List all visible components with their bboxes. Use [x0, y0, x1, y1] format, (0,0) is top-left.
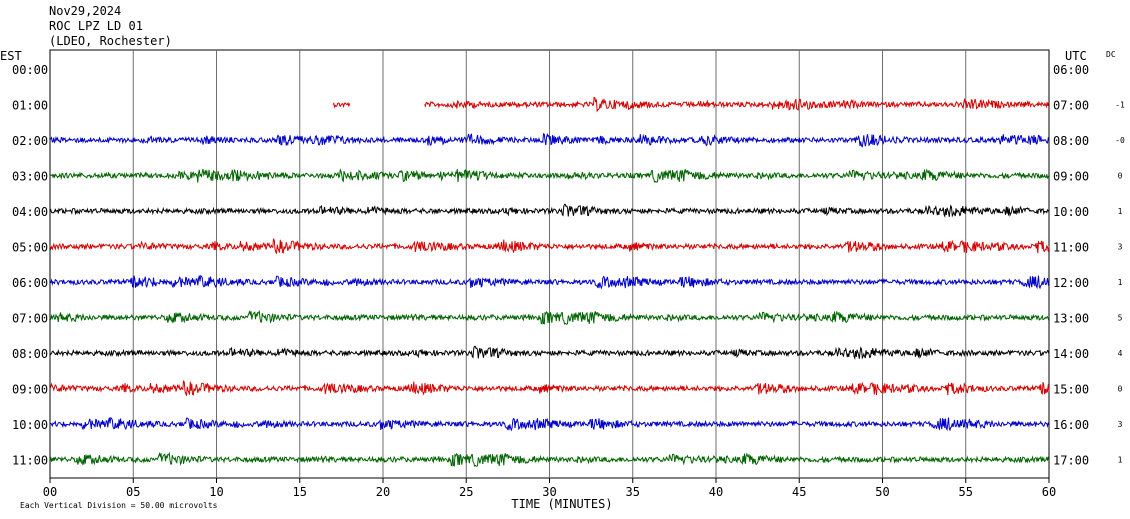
station-network: (LDEO, Rochester) — [49, 34, 172, 48]
scale-footer: Each Vertical Division = 50.00 microvolt… — [20, 501, 218, 510]
x-tick-label: 35 — [626, 485, 640, 499]
seismic-trace-segment — [49, 416, 1050, 432]
x-axis-label: TIME (MINUTES) — [511, 497, 612, 511]
x-tick-label: 05 — [126, 485, 140, 499]
utc-hour-label: 08:00 — [1053, 134, 1089, 148]
x-tick-label: 00 — [43, 485, 57, 499]
x-tick-label: 10 — [209, 485, 223, 499]
x-tick-label: 20 — [376, 485, 390, 499]
x-tick-label: 55 — [959, 485, 973, 499]
dc-offset-value: 1 — [1118, 456, 1123, 465]
dc-column-header: DC — [1106, 50, 1116, 59]
utc-hour-label: 16:00 — [1053, 418, 1089, 432]
dc-offset-value: 3 — [1118, 420, 1123, 429]
left-zone-label: EST — [0, 49, 22, 63]
est-hour-label: 01:00 — [12, 99, 48, 113]
dc-offset-value: -0 — [1115, 136, 1125, 145]
grid-lines — [49, 49, 1050, 483]
dc-offset-value: 4 — [1118, 349, 1123, 358]
station-code: ROC LPZ LD 01 — [49, 19, 143, 33]
seismic-trace-segment — [424, 96, 1050, 113]
est-hour-label: 09:00 — [12, 383, 48, 397]
x-tick-label: 60 — [1042, 485, 1056, 499]
plot-date: Nov29,2024 — [49, 4, 122, 18]
dc-offset-value: 5 — [1118, 314, 1123, 323]
est-hour-label: 11:00 — [12, 454, 48, 468]
seismic-trace-segment — [49, 274, 1050, 290]
seismic-trace-segment — [332, 101, 351, 109]
est-hour-label: 10:00 — [12, 418, 48, 432]
seismic-trace-segment — [49, 203, 1050, 218]
seismic-trace-segment — [49, 380, 1050, 396]
est-hour-label: 02:00 — [12, 134, 48, 148]
x-tick-label: 25 — [459, 485, 473, 499]
utc-hour-label: 06:00 — [1053, 63, 1089, 77]
seismic-trace-segment — [49, 309, 1050, 325]
utc-hour-label: 14:00 — [1053, 347, 1089, 361]
x-tick-label: 15 — [293, 485, 307, 499]
x-tick-label: 45 — [792, 485, 806, 499]
est-hour-label: 04:00 — [12, 205, 48, 219]
utc-hour-label: 12:00 — [1053, 276, 1089, 290]
dc-offset-value: -1 — [1115, 101, 1125, 110]
x-tick-label: 30 — [542, 485, 556, 499]
seismic-trace-segment — [49, 451, 1050, 467]
seismic-trace-segment — [49, 168, 1050, 183]
x-tick-label: 50 — [875, 485, 889, 499]
dc-offset-value: 0 — [1118, 172, 1123, 181]
dc-offset-value: 0 — [1118, 385, 1123, 394]
utc-hour-label: 07:00 — [1053, 99, 1089, 113]
right-zone-label: UTC — [1065, 49, 1087, 63]
seismic-trace-segment — [49, 238, 1050, 254]
utc-hour-label: 13:00 — [1053, 312, 1089, 326]
dc-offset-value: 1 — [1118, 207, 1123, 216]
utc-hour-label: 11:00 — [1053, 241, 1089, 255]
dc-offset-value: 3 — [1118, 243, 1123, 252]
seismic-trace-segment — [49, 345, 1050, 360]
est-hour-label: 06:00 — [12, 276, 48, 290]
trace-layer — [49, 96, 1050, 467]
est-hour-label: 05:00 — [12, 241, 48, 255]
est-hour-label: 00:00 — [12, 63, 48, 77]
utc-hour-label: 17:00 — [1053, 454, 1089, 468]
est-hour-label: 07:00 — [12, 312, 48, 326]
utc-hour-label: 15:00 — [1053, 383, 1089, 397]
utc-hour-label: 09:00 — [1053, 170, 1089, 184]
dc-offset-value: 1 — [1118, 278, 1123, 287]
utc-hour-label: 10:00 — [1053, 205, 1089, 219]
x-tick-label: 40 — [709, 485, 723, 499]
est-hour-label: 08:00 — [12, 347, 48, 361]
seismic-trace-segment — [49, 132, 1050, 148]
est-hour-label: 03:00 — [12, 170, 48, 184]
